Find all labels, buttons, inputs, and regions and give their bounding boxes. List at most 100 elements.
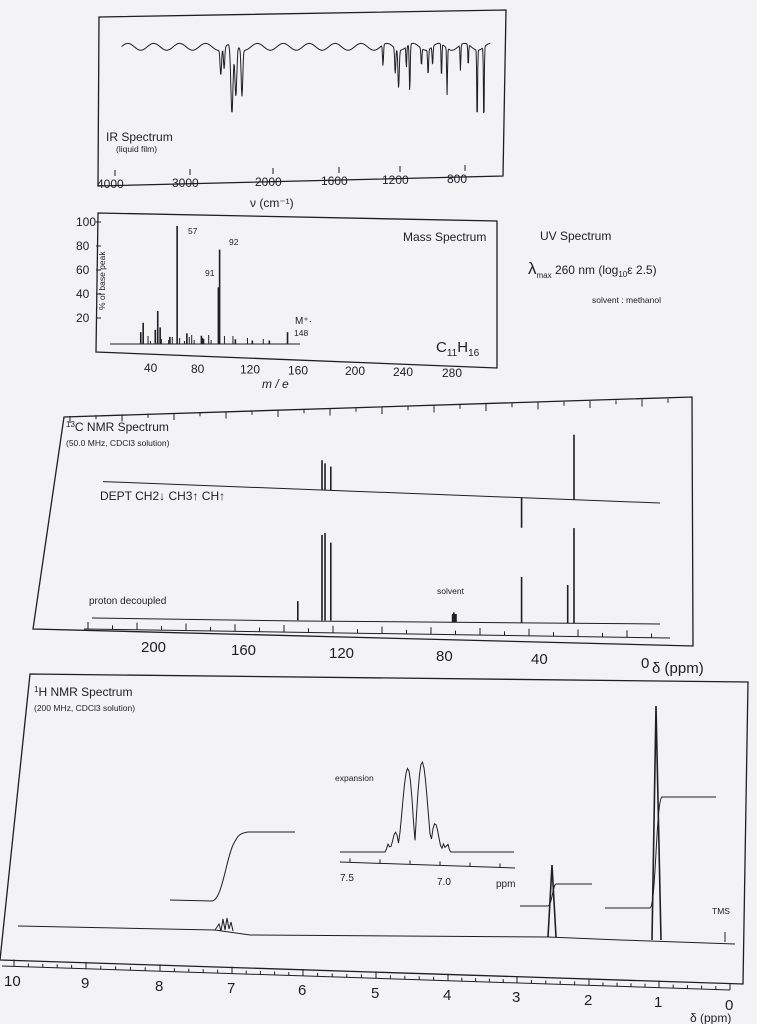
h1-peak-2p5 bbox=[547, 864, 557, 938]
c13-pd-baseline bbox=[91, 617, 661, 625]
h1-aromatic-multiplet bbox=[214, 917, 234, 932]
uv-solvent: solvent : methanol bbox=[592, 295, 661, 305]
ir-xlabel: ν (cm⁻¹) bbox=[250, 196, 294, 210]
ms-peak-label-92: 92 bbox=[229, 237, 239, 247]
ir-tick-label: 800 bbox=[447, 172, 467, 186]
h1-expansion-axis bbox=[339, 861, 516, 869]
ir-absorbance-line bbox=[121, 42, 491, 114]
c13-title-text: C NMR Spectrum bbox=[75, 420, 169, 434]
h1-axis-line bbox=[1, 965, 731, 991]
uv-eps: ε 2.5) bbox=[627, 263, 656, 277]
h1-expansion-tick-70: 7.0 bbox=[437, 877, 451, 888]
ms-xtick-label: 200 bbox=[345, 364, 365, 378]
uv-lambda-symbol: λ bbox=[528, 259, 537, 278]
h1-expansion-inset bbox=[339, 761, 516, 869]
uv-lambda-line: λmax 260 nm (log10ε 2.5) bbox=[528, 259, 657, 280]
ms-ytick-label: 20 bbox=[76, 311, 90, 325]
c13-dept-label: DEPT CH2↓ CH3↑ CH↑ bbox=[100, 489, 225, 503]
ms-xlabel: m / e bbox=[262, 377, 289, 391]
ms-formula-h: H bbox=[457, 339, 468, 356]
c13-axis-ticks: 200 160 120 80 40 0 bbox=[83, 622, 671, 672]
c13-dept-baseline bbox=[102, 481, 661, 504]
c13-tick-label: 80 bbox=[436, 648, 453, 665]
h1-tick-label: 1 bbox=[654, 994, 662, 1011]
ir-subtitle: (liquid film) bbox=[116, 144, 157, 154]
c13-decoupled-label: proton decoupled bbox=[89, 596, 166, 607]
h1-baseline bbox=[17, 925, 736, 945]
h1-tick-label: 4 bbox=[443, 987, 451, 1004]
c13-title: 13C NMR Spectrum bbox=[66, 420, 169, 434]
c13-decoupled-trace bbox=[91, 528, 661, 625]
h1-tick-label: 10 bbox=[4, 973, 21, 990]
h1-expansion-tick-75: 7.5 bbox=[340, 873, 354, 884]
ms-xtick-label: 240 bbox=[393, 365, 413, 379]
ms-formula-sub2: 16 bbox=[468, 348, 480, 359]
h1-frame bbox=[0, 673, 749, 985]
c13-tick-label: 0 bbox=[641, 655, 649, 672]
h1-panel: 1H NMR Spectrum (200 MHz, CDCl3 solution… bbox=[0, 673, 749, 1024]
ir-tick-label: 4000 bbox=[97, 177, 124, 191]
ms-ytick-label: 60 bbox=[76, 263, 90, 277]
c13-title-sup: 13 bbox=[66, 420, 75, 429]
c13-xlabel: δ (ppm) bbox=[652, 660, 704, 677]
ms-bars bbox=[110, 226, 300, 345]
ms-xtick-label: 80 bbox=[191, 362, 205, 376]
ms-xtick-label: 120 bbox=[240, 363, 260, 377]
h1-expansion-unit: ppm bbox=[496, 879, 515, 890]
h1-tick-label: 5 bbox=[371, 985, 379, 1002]
h1-tms-label: TMS bbox=[712, 906, 730, 916]
h1-xlabel: δ (ppm) bbox=[690, 1011, 731, 1024]
c13-solvent-label: solvent bbox=[437, 586, 465, 596]
uv-nm: 260 nm (log bbox=[552, 263, 619, 277]
ir-panel: IR Spectrum (liquid film) 4000 3000 2000 16… bbox=[97, 9, 507, 210]
h1-tick-label: 7 bbox=[227, 980, 235, 997]
ms-xaxis: 40 80 120 160 200 240 280 bbox=[144, 361, 462, 380]
h1-integral-0p9 bbox=[605, 796, 716, 909]
ms-molecular-ion-mass: 148 bbox=[294, 328, 308, 338]
h1-title-sup: 1 bbox=[34, 685, 39, 694]
ms-xtick-label: 40 bbox=[144, 361, 158, 375]
ms-formula-sub1: 11 bbox=[447, 348, 458, 359]
ms-frame bbox=[95, 212, 498, 369]
ms-xtick-label: 160 bbox=[288, 363, 308, 377]
c13-subtitle: (50.0 MHz, CDCl3 solution) bbox=[66, 438, 170, 448]
ir-tick-label: 3000 bbox=[172, 176, 199, 190]
ms-ytick-label: 40 bbox=[76, 287, 90, 301]
c13-axis-line bbox=[83, 628, 671, 639]
c13-tick-label: 120 bbox=[329, 645, 354, 662]
h1-integral-aromatic bbox=[169, 831, 295, 902]
h1-integral-curves bbox=[169, 796, 716, 909]
ir-tick-label: 1600 bbox=[321, 174, 348, 188]
h1-title-text: H NMR Spectrum bbox=[38, 685, 132, 699]
c13-tick-label: 40 bbox=[531, 651, 548, 668]
c13-tick-label: 200 bbox=[141, 639, 166, 656]
ms-formula: C11H16 bbox=[436, 339, 480, 359]
h1-axis-ticks: 10 9 8 7 6 5 4 3 2 1 0 bbox=[1, 959, 733, 1014]
ms-title: Mass Spectrum bbox=[403, 230, 486, 244]
uv-log-sub: 10 bbox=[618, 270, 627, 279]
ir-tick-label: 1200 bbox=[382, 173, 409, 187]
ir-frame bbox=[97, 9, 507, 187]
h1-tick-label: 3 bbox=[512, 989, 520, 1006]
ms-molecular-ion: M⁺· bbox=[295, 316, 312, 327]
ms-xtick-label: 280 bbox=[442, 366, 462, 380]
h1-title: 1H NMR Spectrum bbox=[34, 685, 132, 699]
h1-peak-0p9 bbox=[651, 705, 662, 941]
h1-tick-label: 8 bbox=[155, 978, 163, 995]
h1-trace bbox=[17, 705, 736, 945]
ms-yaxis: 100 80 60 40 20 bbox=[76, 215, 101, 325]
c13-top-ticks bbox=[69, 398, 669, 423]
ir-axis-ticks: 4000 3000 2000 1600 1200 800 bbox=[97, 165, 467, 191]
ir-title: IR Spectrum bbox=[106, 130, 173, 144]
ms-panel: Mass Spectrum % of base peak 100 80 60 40 20… bbox=[76, 212, 498, 391]
c13-frame bbox=[32, 396, 694, 647]
ir-tick-label: 2000 bbox=[255, 175, 282, 189]
ms-ytick-label: 100 bbox=[76, 215, 96, 229]
uv-max-sub: max bbox=[537, 271, 552, 280]
h1-tick-label: 2 bbox=[584, 992, 592, 1009]
uv-title: UV Spectrum bbox=[540, 229, 611, 243]
ms-ylabel: % of base peak bbox=[97, 251, 107, 310]
h1-tick-label: 9 bbox=[81, 975, 89, 992]
c13-tick-label: 160 bbox=[231, 642, 256, 659]
